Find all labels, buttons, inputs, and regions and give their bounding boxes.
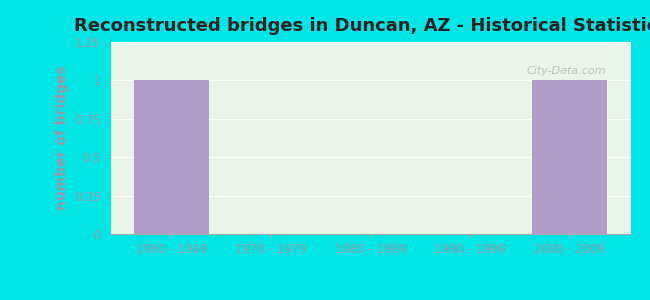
Bar <box>532 80 607 234</box>
Y-axis label: number of bridges: number of bridges <box>55 66 69 210</box>
Bar <box>134 80 209 234</box>
Text: City-Data.com: City-Data.com <box>526 66 606 76</box>
Title: Reconstructed bridges in Duncan, AZ - Historical Statistics: Reconstructed bridges in Duncan, AZ - Hi… <box>73 17 650 35</box>
